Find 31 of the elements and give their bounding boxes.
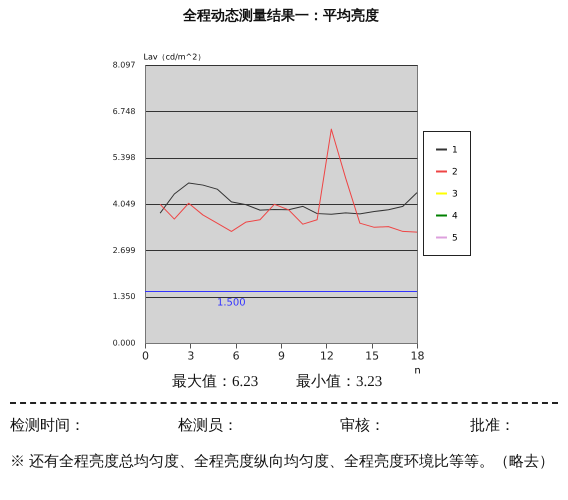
x-axis-title: n — [414, 366, 421, 376]
legend-label: 5 — [452, 234, 458, 244]
x-tick-label: 18 — [410, 350, 424, 362]
y-tick-label: 2.699 — [112, 246, 136, 255]
legend-label: 4 — [452, 212, 458, 222]
x-tick-label: 0 — [142, 350, 149, 362]
y-tick-label: 8.097 — [112, 60, 136, 70]
y-tick-label: 6.748 — [112, 106, 136, 116]
legend-label: 1 — [452, 146, 458, 156]
x-tick-label: 6 — [232, 350, 240, 362]
y-tick-label: 1.350 — [112, 292, 136, 302]
text: ※ 还有全程亮度总均匀度、全程亮度纵向均匀度、全程亮度环境比等等。（略去） — [10, 452, 555, 472]
text: 最大值：6.23 — [172, 372, 258, 391]
text: 检测时间： — [10, 416, 85, 435]
y-axis-title: Lav（cd/m^2） — [144, 52, 206, 62]
text: 检测员： — [178, 416, 238, 435]
x-tick-label: 12 — [320, 350, 334, 362]
x-tick-label: 9 — [278, 350, 285, 362]
text: 最小值：3.23 — [296, 372, 382, 391]
ref-line-label: 1.500 — [217, 298, 246, 308]
y-tick-label: 0.000 — [112, 338, 136, 348]
text: 审核： — [340, 416, 385, 435]
line-series — [160, 128, 418, 233]
x-tick-label: 3 — [187, 350, 194, 362]
y-tick-label: 5.398 — [112, 153, 136, 162]
chart-title: 全程动态测量结果一：平均亮度 — [182, 7, 379, 24]
legend-label: 2 — [452, 168, 458, 178]
legend-label: 3 — [452, 190, 458, 200]
text: 批准： — [470, 416, 515, 435]
y-tick-label: 4.049 — [112, 199, 136, 208]
x-tick-label: 15 — [365, 350, 380, 362]
